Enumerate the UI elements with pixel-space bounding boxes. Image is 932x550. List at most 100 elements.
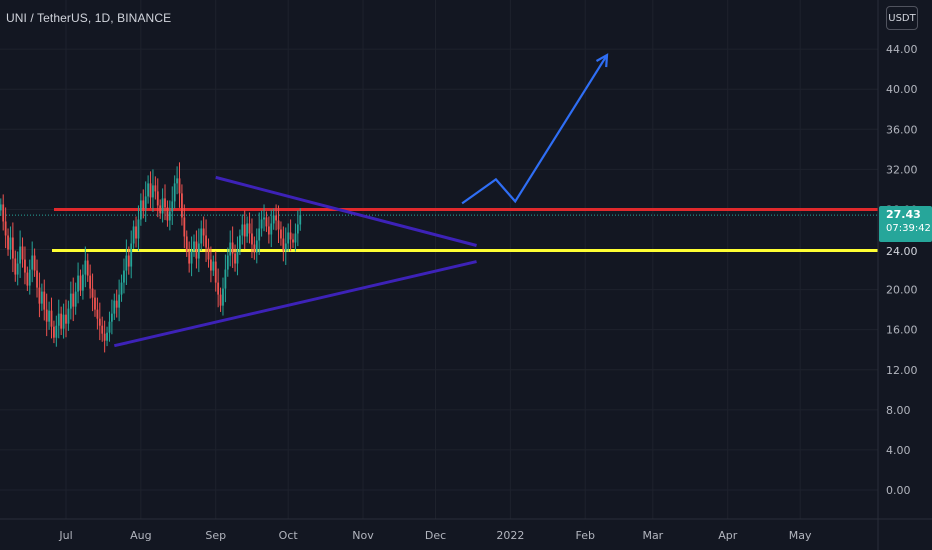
candle-body — [248, 223, 251, 234]
candle-body — [229, 242, 232, 256]
candle-body — [142, 200, 145, 209]
candle-body — [89, 275, 92, 289]
candle-body — [123, 270, 125, 283]
candle-body — [67, 308, 70, 324]
symbol-title[interactable]: UNI / TetherUS, 1D, BINANCE — [6, 11, 172, 25]
candle-body — [243, 224, 246, 237]
candle-body — [185, 236, 188, 252]
price-tick-label: 36.00 — [886, 123, 918, 136]
candle-body — [113, 300, 116, 314]
candle-body — [79, 275, 82, 291]
candle-body — [7, 235, 9, 250]
time-tick-label: Feb — [575, 529, 594, 542]
last-price-tag: 27.43 07:39:42 — [879, 206, 932, 242]
price-tick-label: 40.00 — [886, 83, 918, 96]
price-tick-label: 44.00 — [886, 43, 918, 56]
candle-body — [118, 294, 121, 308]
candles — [0, 162, 302, 353]
candle-body — [296, 224, 299, 234]
candle-body — [255, 240, 258, 253]
candle-body — [120, 282, 123, 295]
candle-body — [236, 249, 239, 264]
candle-body — [101, 325, 104, 334]
price-tick-label: 16.00 — [886, 324, 918, 337]
candle-body — [214, 261, 217, 283]
candle-body — [173, 183, 176, 202]
candle-body — [91, 288, 94, 298]
price-tick-label: 8.00 — [886, 404, 911, 417]
candle-body — [45, 309, 48, 322]
candle-body — [11, 237, 14, 259]
candle-body — [275, 215, 278, 221]
candle-body — [277, 220, 280, 230]
price-tick-label: 0.00 — [886, 484, 911, 497]
candle-body — [26, 272, 29, 286]
candle-body — [183, 217, 186, 237]
candle-body — [48, 310, 50, 322]
candle-body — [217, 282, 220, 295]
candle-body — [289, 232, 292, 240]
candle-body — [38, 287, 41, 304]
candle-body — [125, 255, 128, 271]
candle-body — [72, 293, 75, 307]
triangle-upper-trendline[interactable] — [215, 175, 477, 247]
candle-body — [251, 233, 253, 245]
candle-body — [270, 223, 273, 235]
time-tick-label: Aug — [130, 529, 151, 542]
candle-body — [207, 247, 210, 260]
time-tick-label: Apr — [718, 529, 738, 542]
candle-body — [135, 226, 137, 239]
candle-body — [231, 242, 234, 254]
candle-body — [280, 229, 282, 239]
candle-body — [43, 291, 46, 310]
candle-body — [103, 333, 106, 341]
time-axis: Jul Aug Sep Oct Nov Dec 2022 Feb Mar Apr May — [58, 529, 812, 542]
candle-body — [139, 200, 142, 220]
candle-body — [282, 238, 285, 251]
time-tick-label: 2022 — [496, 529, 524, 542]
candle-body — [86, 260, 89, 276]
candle-body — [202, 228, 205, 236]
candle-body — [161, 198, 164, 214]
candle-body — [31, 255, 34, 270]
candle-body — [62, 314, 65, 329]
candle-body — [19, 246, 22, 264]
time-tick-label: Dec — [425, 529, 446, 542]
candle-body — [210, 259, 212, 271]
candle-body — [284, 243, 287, 251]
candle-body — [36, 270, 38, 288]
candle-body — [197, 243, 200, 259]
candle-body — [205, 235, 207, 248]
candle-body — [96, 309, 99, 319]
candle-body — [110, 313, 113, 322]
candle-body — [171, 201, 174, 212]
candle-body — [241, 224, 244, 236]
drawings — [113, 53, 609, 348]
currency-button[interactable]: USDT — [886, 6, 918, 30]
candle-body — [193, 241, 195, 251]
candle-body — [226, 255, 229, 270]
candle-body — [260, 219, 263, 229]
candle-body — [267, 226, 270, 235]
candle-body — [69, 293, 72, 309]
candle-body — [168, 211, 171, 221]
candle-body — [166, 207, 169, 221]
candle-body — [77, 275, 79, 292]
triangle-lower-trendline[interactable] — [113, 260, 477, 348]
candle-body — [4, 221, 7, 236]
time-tick-label: Nov — [352, 529, 374, 542]
projection-arrow[interactable] — [461, 54, 608, 205]
candle-body — [2, 204, 5, 222]
last-price: 27.43 — [886, 208, 921, 221]
candle-body — [156, 191, 159, 206]
candle-body — [272, 215, 275, 224]
candle-body — [33, 255, 36, 271]
grid — [0, 0, 878, 519]
candle-body — [98, 318, 101, 326]
support-level-label: 24.00 — [879, 244, 932, 259]
time-tick-label: Jul — [58, 529, 72, 542]
candle-body — [50, 310, 53, 327]
candle-body — [188, 251, 191, 264]
